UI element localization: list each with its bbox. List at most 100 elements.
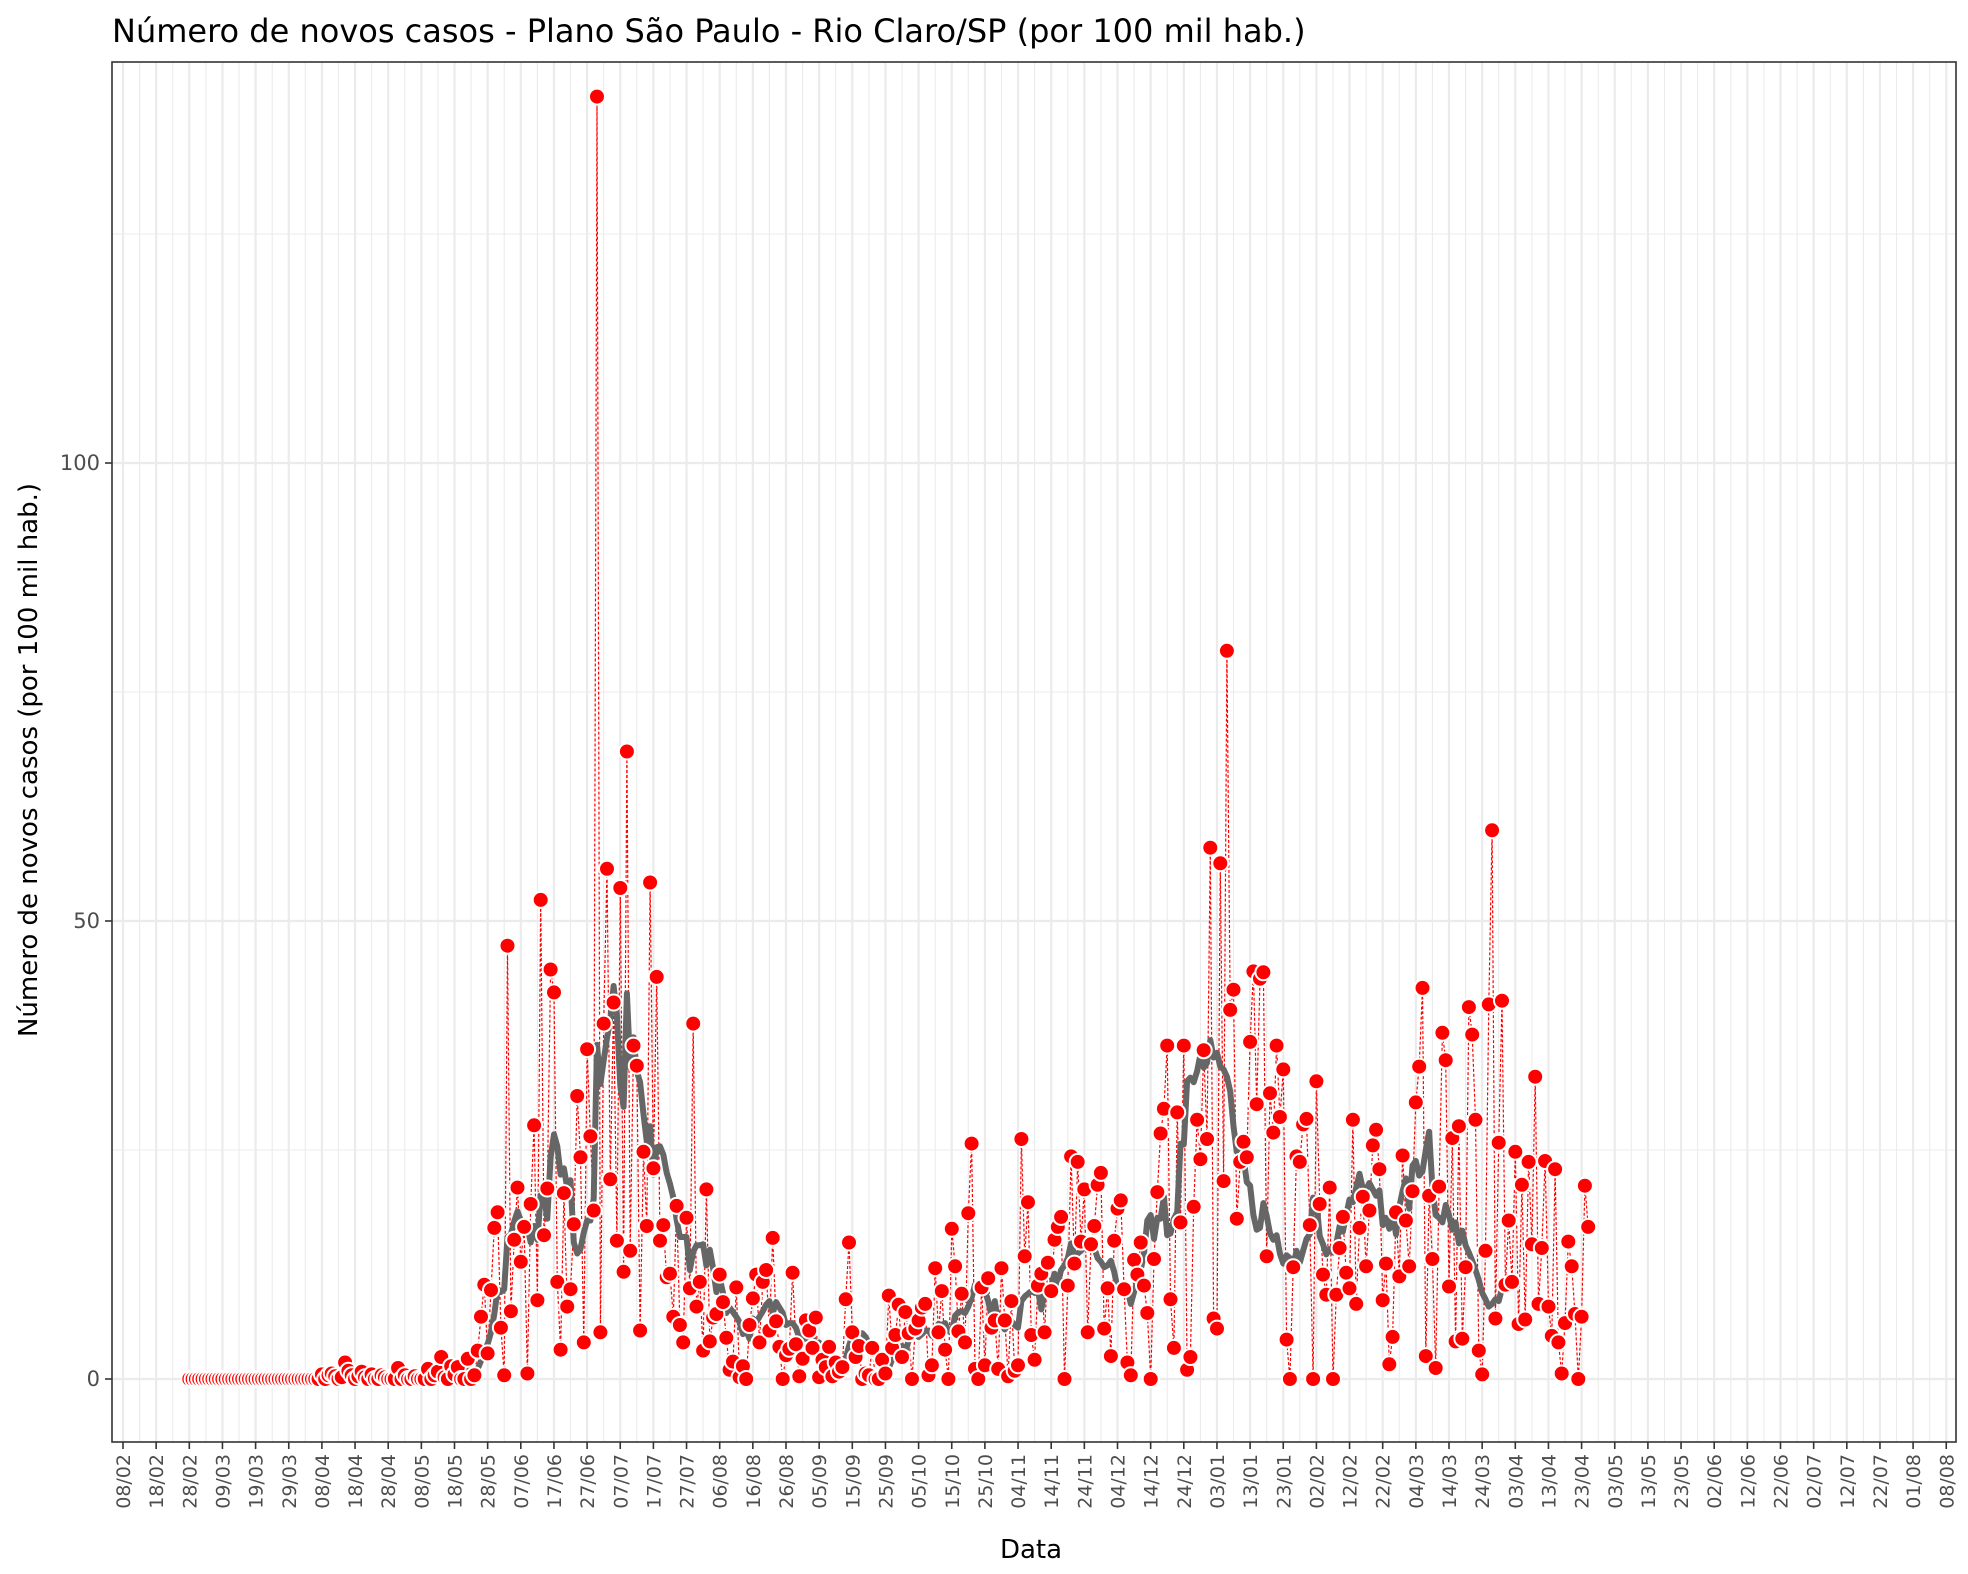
data-point [1320,1178,1339,1197]
data-point [1367,1120,1386,1139]
data-point [1532,1239,1551,1257]
x-tick-label: 23/04 [1572,1454,1594,1509]
data-point [1539,1297,1558,1316]
data-point [1161,1290,1180,1309]
data-point [1101,1347,1120,1366]
data-point [1512,1175,1531,1194]
x-tick-label: 03/05 [1605,1454,1627,1509]
data-point [1436,1051,1455,1070]
data-point [714,1293,732,1312]
data-point [1519,1152,1538,1171]
data-point [1503,1272,1521,1291]
x-tick-label: 28/04 [378,1454,400,1509]
data-point [551,1340,570,1359]
data-point [1400,1257,1419,1276]
data-point [1350,1218,1369,1237]
data-point [1453,1329,1472,1348]
data-point [521,1195,540,1213]
data-point [644,1159,663,1178]
data-point [637,1217,656,1235]
data-point [1413,978,1432,997]
x-tick-label: 01/08 [1903,1454,1925,1509]
x-tick-label: 22/07 [1870,1454,1892,1509]
data-point [1052,1207,1071,1226]
data-point [1221,1000,1240,1019]
data-point [1526,1067,1545,1086]
data-point [773,1370,792,1388]
data-point [1015,1247,1034,1266]
data-point [1380,1355,1399,1374]
data-point [876,1364,895,1383]
data-point [1012,1130,1031,1148]
x-tick-label: 03/04 [1505,1454,1527,1509]
x-tick-label: 16/08 [743,1454,765,1509]
x-tick-label: 29/03 [279,1454,301,1509]
data-point [627,1056,646,1075]
data-point [1267,1036,1286,1055]
data-point [485,1218,504,1237]
data-point [1333,1207,1352,1226]
data-point [1463,1025,1482,1044]
data-point [1572,1307,1591,1326]
data-point [1410,1057,1429,1076]
data-point [598,859,616,878]
x-tick-label: 27/06 [577,1454,599,1509]
data-point [1340,1279,1359,1298]
data-point [578,1040,597,1059]
data-point [561,1280,580,1299]
data-point [1552,1364,1571,1383]
grid [112,62,1956,1442]
data-point [1489,1133,1508,1152]
data-point [1111,1191,1130,1210]
data-point [1270,1108,1289,1126]
data-point [820,1337,839,1356]
x-tick-label: 09/03 [212,1454,234,1509]
data-point [568,1087,587,1105]
data-point [1459,998,1478,1017]
data-point [1194,1041,1213,1060]
data-point [1078,1323,1097,1342]
data-point [617,742,636,761]
data-point [1214,1172,1233,1191]
data-point [1227,1209,1246,1228]
x-tick-label: 18/04 [345,1454,367,1509]
data-point [647,967,666,986]
x-tick-label: 17/06 [544,1454,566,1509]
data-point [1473,1365,1492,1384]
x-tick-label: 13/04 [1538,1454,1560,1509]
data-point [1002,1292,1021,1311]
data-point [1486,1309,1505,1328]
data-point [1373,1291,1392,1310]
data-point [1191,1150,1210,1169]
y-tick-label: 50 [73,909,100,933]
data-point [995,1311,1014,1330]
data-point [674,1333,693,1352]
x-tick-label: 14/03 [1439,1454,1461,1509]
data-point [962,1134,981,1153]
data-point [1483,821,1502,840]
data-point [1168,1103,1187,1122]
data-point [836,1290,855,1309]
data-point [1360,1201,1379,1220]
data-point [1562,1257,1581,1276]
data-point [727,1278,746,1297]
data-point [505,1230,524,1249]
x-tick-label: 27/07 [677,1454,699,1509]
x-tick-label: 03/01 [1207,1454,1229,1509]
data-point [1370,1160,1389,1179]
x-tick-label: 18/02 [146,1454,168,1509]
data-point [1145,1250,1163,1268]
data-point [922,1356,941,1375]
data-point [1440,1277,1458,1296]
data-point [541,960,560,979]
data-point [763,1228,782,1247]
x-tick-label: 24/12 [1174,1454,1196,1509]
x-tick-label: 23/05 [1671,1454,1693,1509]
data-point [670,1316,689,1334]
data-point [1009,1356,1027,1375]
data-point [1148,1183,1167,1202]
data-point [1383,1327,1402,1346]
data-point [793,1349,812,1368]
data-point [979,1269,998,1288]
